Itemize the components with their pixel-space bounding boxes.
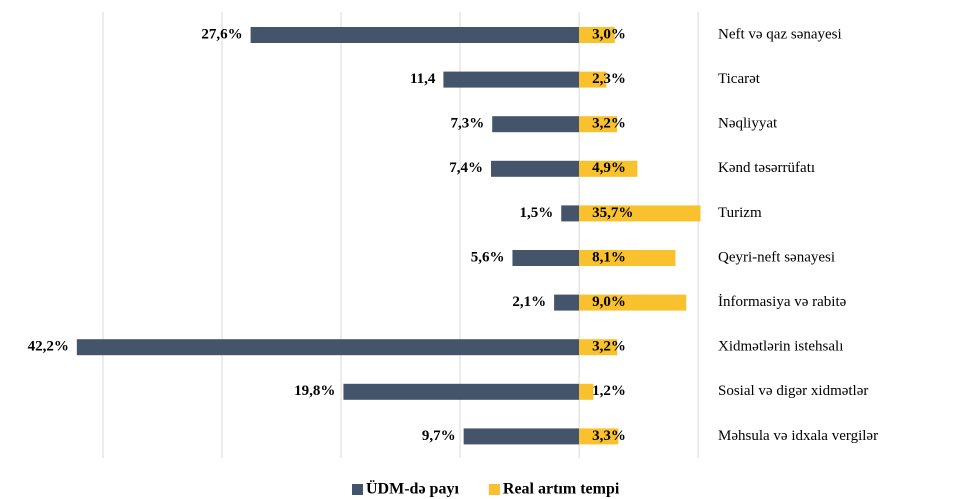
- value-label: 3,2%: [592, 339, 626, 355]
- category-label: Kənd təsərrüfatı: [718, 160, 815, 176]
- bar: [76, 339, 580, 356]
- value-label: 7,3%: [450, 116, 484, 132]
- category-label: Turizm: [718, 205, 762, 221]
- bar: [443, 71, 580, 88]
- value-label: 27,6%: [201, 26, 242, 42]
- legend-swatch: [352, 484, 363, 495]
- category-label: Xidmətlərin istehsalı: [718, 339, 843, 355]
- value-label: 3,2%: [592, 116, 626, 132]
- value-label: 2,3%: [592, 71, 626, 87]
- bar: [250, 27, 580, 43]
- legend-label: ÜDM-də payı: [366, 480, 459, 498]
- value-label: 4,9%: [592, 160, 626, 176]
- bar: [463, 428, 580, 445]
- bar: [579, 160, 638, 177]
- bar: [579, 339, 618, 356]
- legend-label: Real artım tempi: [503, 481, 620, 498]
- bar: [554, 294, 580, 311]
- bars: [76, 27, 701, 445]
- category-label: Nəqliyyat: [718, 116, 778, 132]
- value-label: 9,0%: [592, 294, 626, 310]
- value-label: 9,7%: [422, 428, 456, 444]
- bar: [579, 294, 687, 311]
- value-label: 11,4: [410, 71, 436, 87]
- bar: [579, 383, 594, 400]
- bar: [512, 250, 580, 266]
- value-label: 35,7%: [592, 205, 633, 221]
- bar: [579, 428, 619, 445]
- bar: [492, 116, 580, 133]
- legend-swatch: [488, 484, 500, 495]
- category-label: Qeyri-neft sənayesi: [718, 249, 835, 265]
- category-label: İnformasiya və rabitə: [718, 294, 847, 310]
- bar: [579, 27, 615, 43]
- value-label: 42,2%: [28, 339, 69, 355]
- value-label: 5,6%: [471, 249, 505, 265]
- category-label: Məhsula və idxala vergilər: [718, 428, 878, 444]
- category-label: Neft və qaz sənayesi: [718, 26, 842, 42]
- bar: [491, 160, 580, 177]
- value-label: 3,0%: [592, 26, 626, 42]
- value-label: 1,2%: [592, 383, 626, 399]
- value-label: 7,4%: [449, 160, 483, 176]
- value-label: 2,1%: [512, 294, 546, 310]
- value-label: 1,5%: [519, 205, 553, 221]
- labels: Neft və qaz sənayesi 27,6% 3,0% Ticarət 11,4…: [28, 26, 879, 497]
- category-label: Ticarət: [718, 71, 761, 87]
- bar: [579, 250, 676, 266]
- value-label: 19,8%: [294, 383, 335, 399]
- bar: [579, 205, 701, 222]
- value-label: 8,1%: [592, 249, 626, 265]
- category-label: Sosial və digər xidmətlər: [718, 383, 868, 399]
- value-label: 3,3%: [592, 428, 626, 444]
- bar: [343, 383, 580, 400]
- bar: [561, 205, 580, 222]
- bar: [579, 71, 607, 88]
- bar: [579, 116, 618, 133]
